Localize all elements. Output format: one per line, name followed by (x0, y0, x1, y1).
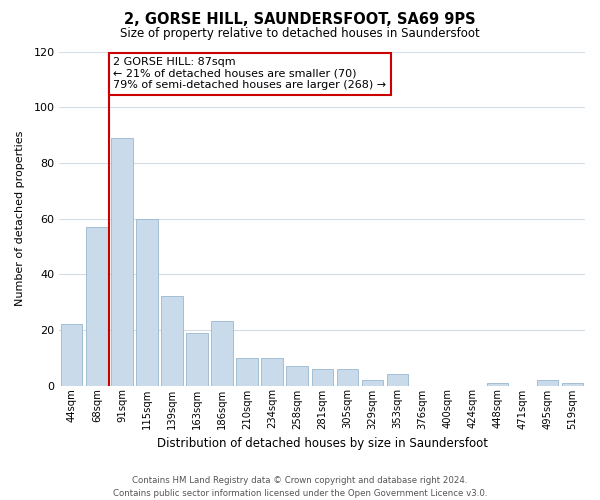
Bar (487, 382, 508, 386)
Bar (211, 322, 233, 386)
Bar (61, 324, 82, 386)
Text: 2 GORSE HILL: 87sqm
← 21% of detached houses are smaller (70)
79% of semi-detach: 2 GORSE HILL: 87sqm ← 21% of detached ho… (113, 57, 386, 90)
Bar (187, 332, 208, 386)
Bar (236, 358, 258, 386)
Bar (562, 382, 583, 386)
Bar (337, 369, 358, 386)
Text: 2, GORSE HILL, SAUNDERSFOOT, SA69 9PS: 2, GORSE HILL, SAUNDERSFOOT, SA69 9PS (124, 12, 476, 28)
Bar (86, 227, 107, 386)
Bar (161, 296, 182, 386)
Text: Size of property relative to detached houses in Saundersfoot: Size of property relative to detached ho… (120, 28, 480, 40)
Bar (386, 374, 408, 386)
Bar (262, 358, 283, 386)
Y-axis label: Number of detached properties: Number of detached properties (15, 131, 25, 306)
Bar (311, 369, 333, 386)
Bar (286, 366, 308, 386)
Text: Contains HM Land Registry data © Crown copyright and database right 2024.
Contai: Contains HM Land Registry data © Crown c… (113, 476, 487, 498)
Bar (136, 218, 158, 386)
Bar (537, 380, 558, 386)
X-axis label: Distribution of detached houses by size in Saundersfoot: Distribution of detached houses by size … (157, 437, 488, 450)
Bar (362, 380, 383, 386)
Bar (111, 138, 133, 386)
